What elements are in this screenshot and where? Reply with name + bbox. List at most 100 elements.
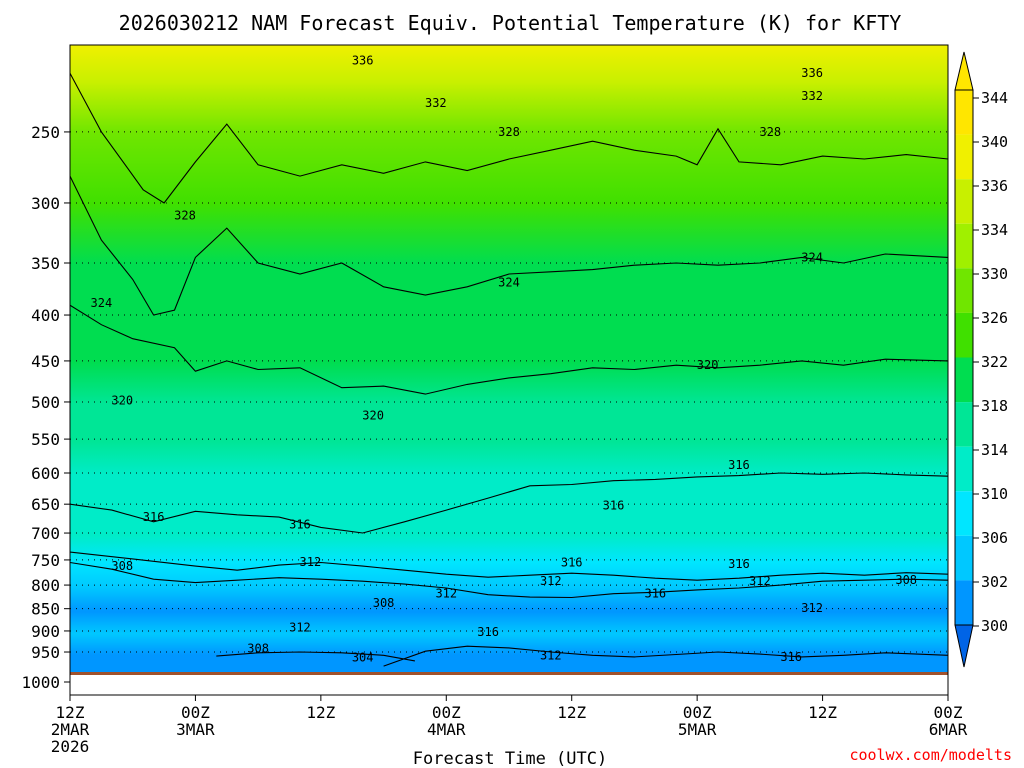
- y-tick-label: 300: [31, 194, 60, 213]
- x-tick-label: 12Z: [808, 703, 837, 722]
- contour-label: 312: [540, 648, 562, 662]
- contour-304: [216, 651, 415, 662]
- colorbar-label: 300: [981, 617, 1008, 635]
- contour-label: 316: [561, 556, 583, 570]
- y-tick-label: 500: [31, 393, 60, 412]
- y-tick-label: 350: [31, 254, 60, 273]
- colorbar-label: 340: [981, 133, 1008, 151]
- y-tick-label: 800: [31, 576, 60, 595]
- contour-316: [70, 472, 948, 534]
- colorbar-segment: [955, 90, 973, 135]
- contour-label: 316: [477, 625, 499, 639]
- contour-label: 316: [728, 458, 750, 472]
- x-tick-label: 6MAR: [929, 720, 968, 739]
- x-tick-label: 00Z: [181, 703, 210, 722]
- plot-area: 336 332 328 336 332 328 328 324 324 324 320 320 320 3…: [70, 45, 948, 675]
- contour-label: 328: [174, 209, 196, 223]
- y-tick-label: 1000: [21, 673, 60, 692]
- colorbar-segment: [955, 134, 973, 180]
- colorbar-label: 322: [981, 353, 1008, 371]
- contour-label: 312: [289, 620, 311, 634]
- x-tick-label: 00Z: [432, 703, 461, 722]
- contour-label: 316: [780, 650, 802, 664]
- y-tick-label: 550: [31, 430, 60, 449]
- colorbar-segment: [955, 179, 973, 224]
- x-tick-label: 00Z: [683, 703, 712, 722]
- contour-label: 308: [247, 642, 269, 656]
- x-tick-label: 2026: [51, 737, 90, 756]
- contour-label: 324: [91, 296, 113, 310]
- contour-312: [383, 645, 948, 667]
- contour-label: 320: [111, 393, 133, 407]
- contour-label: 320: [697, 358, 719, 372]
- y-tick-label: 450: [31, 352, 60, 371]
- ground-surface: [70, 672, 948, 675]
- contour-312: [70, 551, 948, 581]
- contour-label: 320: [362, 409, 384, 423]
- colorbar-label: 336: [981, 177, 1008, 195]
- colorbar-segment: [955, 402, 973, 447]
- colorbar-label: 330: [981, 265, 1008, 283]
- contour-308: [70, 561, 948, 599]
- colorbar-segment: [955, 491, 973, 536]
- contour-label: 324: [801, 250, 823, 264]
- colorbar-label: 334: [981, 221, 1008, 239]
- x-tick-label: 3MAR: [176, 720, 215, 739]
- contour-label: 336: [801, 66, 823, 80]
- colorbar-label: 310: [981, 485, 1008, 503]
- x-axis-label: Forecast Time (UTC): [413, 749, 607, 768]
- contour-label: 308: [111, 559, 133, 573]
- colorbar-segment: [955, 580, 973, 625]
- colorbar-label: 306: [981, 529, 1008, 547]
- contour-label: 312: [435, 587, 457, 601]
- x-tick-label: 12Z: [306, 703, 335, 722]
- x-tick-label: 00Z: [934, 703, 963, 722]
- contour-label: 332: [425, 96, 447, 110]
- x-tick-label: 5MAR: [678, 720, 717, 739]
- y-tick-label: 750: [31, 551, 60, 570]
- y-tick-label: 600: [31, 464, 60, 483]
- plot-border: [69, 44, 949, 696]
- contour-label: 332: [801, 89, 823, 103]
- contour-label: 328: [759, 125, 781, 139]
- contour-320: [70, 304, 948, 395]
- colorbar-bottom-arrow: [954, 624, 974, 668]
- x-tick-label: 4MAR: [427, 720, 466, 739]
- colorbar-segment: [955, 446, 973, 492]
- y-tick-label: 250: [31, 123, 60, 142]
- contour-label: 336: [352, 53, 374, 67]
- colorbar-top-arrow: [954, 51, 974, 91]
- contour-label: 316: [603, 498, 625, 512]
- colorbar-segment: [955, 223, 973, 269]
- contour-label: 312: [540, 574, 562, 588]
- colorbar-segment: [955, 268, 973, 313]
- contour-label: 316: [143, 510, 165, 524]
- contour-label: 312: [300, 555, 322, 569]
- contour-label: 328: [498, 125, 520, 139]
- contour-label: 308: [373, 596, 395, 610]
- y-tick-label: 900: [31, 622, 60, 641]
- contour-label: 316: [289, 518, 311, 532]
- credit-text: coolwx.com/modelts: [849, 746, 1012, 764]
- colorbar-border: [954, 89, 974, 626]
- x-tick-label: 12Z: [56, 703, 85, 722]
- colorbar-label: 302: [981, 573, 1008, 591]
- chart-title: 2026030212 NAM Forecast Equiv. Potential…: [119, 11, 902, 35]
- colorbar-label: 344: [981, 89, 1008, 107]
- theta-e-field: [70, 45, 948, 675]
- y-tick-label: 650: [31, 495, 60, 514]
- contour-label: 316: [644, 587, 666, 601]
- y-tick-label: 950: [31, 643, 60, 662]
- colorbar-segment: [955, 357, 973, 403]
- contour-label: 312: [749, 574, 771, 588]
- y-tick-label: 400: [31, 306, 60, 325]
- contour-label: 316: [728, 557, 750, 571]
- contour-328: [70, 72, 948, 204]
- x-tick-label: 2MAR: [51, 720, 90, 739]
- contour-label: 308: [895, 573, 917, 587]
- colorbar: 344 340 336 334 330 326 322 318 314 310 306 302 300: [954, 51, 1008, 668]
- colorbar-segment: [955, 535, 973, 581]
- contour-label: 324: [498, 276, 520, 290]
- colorbar-label: 326: [981, 309, 1008, 327]
